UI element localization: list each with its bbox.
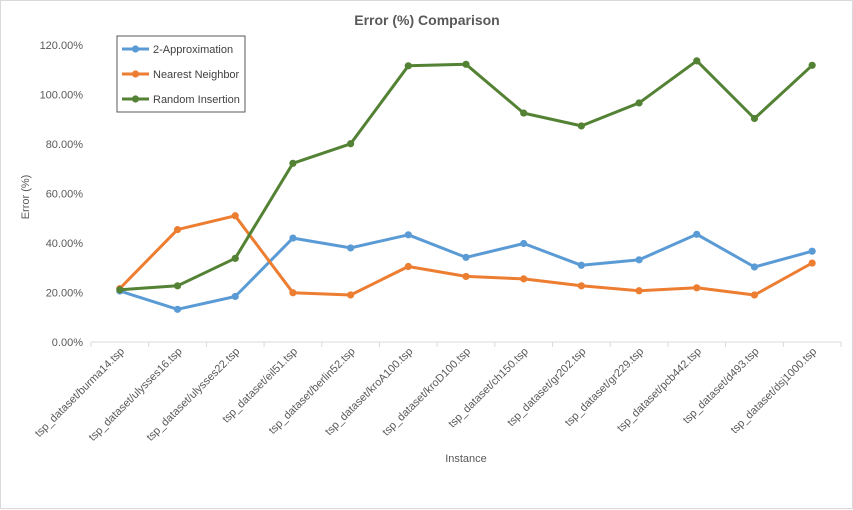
- y-axis-ticks: 0.00% 20.00% 40.00% 60.00% 80.00% 100.00% 120.…: [40, 40, 84, 349]
- data-point: [577, 122, 585, 130]
- legend-label: Random Insertion: [153, 94, 240, 106]
- data-point: [520, 275, 528, 283]
- data-point: [635, 287, 643, 295]
- data-point: [750, 291, 759, 299]
- data-point: [635, 256, 643, 264]
- x-axis-title: Instance: [445, 453, 487, 465]
- data-point: [173, 282, 182, 290]
- data-point: [808, 259, 816, 267]
- series-line: [118, 232, 814, 311]
- legend: 2-Approximation Nearest Neighbor Random In…: [116, 35, 246, 113]
- y-tick-label: 60.00%: [46, 189, 84, 201]
- data-point: [462, 253, 470, 261]
- data-point: [462, 60, 470, 68]
- data-point: [347, 244, 355, 252]
- data-point: [520, 109, 528, 117]
- y-tick-label: 120.00%: [40, 40, 84, 52]
- data-point: [231, 212, 239, 220]
- data-point: [404, 231, 412, 239]
- data-point: [750, 114, 759, 123]
- data-point: [462, 272, 470, 281]
- data-point: [808, 247, 816, 255]
- data-point: [116, 286, 124, 294]
- data-point: [347, 291, 355, 299]
- x-tick-label: tsp_dataset/ulysses22.tsp: [144, 346, 242, 444]
- chart-title: Error (%) Comparison: [354, 12, 499, 28]
- data-point: [577, 261, 585, 269]
- data-point: [231, 292, 239, 301]
- data-point: [173, 226, 182, 234]
- legend-marker: [131, 70, 140, 78]
- data-point: [577, 282, 585, 290]
- data-point: [289, 159, 297, 167]
- legend-marker: [131, 45, 140, 53]
- legend-label: Nearest Neighbor: [153, 69, 240, 81]
- legend-label: 2-Approximation: [153, 44, 233, 56]
- data-point: [231, 254, 239, 262]
- y-tick-label: 0.00%: [52, 337, 83, 349]
- x-tick-label: tsp_dataset/ulysses16.tsp: [87, 346, 185, 444]
- legend-marker: [131, 95, 140, 103]
- data-point: [404, 62, 412, 70]
- data-point: [693, 57, 701, 65]
- y-axis-title: Error (%): [20, 175, 32, 220]
- data-point: [520, 239, 528, 248]
- data-point: [808, 61, 816, 69]
- data-point: [289, 234, 297, 242]
- y-tick-label: 20.00%: [46, 288, 84, 300]
- data-point: [693, 284, 701, 292]
- series-layer: [116, 57, 816, 313]
- y-tick-label: 80.00%: [46, 139, 84, 151]
- data-point: [173, 305, 182, 313]
- data-point: [289, 289, 297, 297]
- data-point: [635, 99, 643, 107]
- data-point: [347, 140, 355, 148]
- data-point: [693, 230, 701, 238]
- y-tick-label: 40.00%: [46, 238, 84, 250]
- y-tick-label: 100.00%: [40, 90, 84, 102]
- data-point: [404, 262, 412, 271]
- x-axis-ticks: tsp_dataset/burma14.tsptsp_dataset/ulyss…: [33, 342, 842, 444]
- data-point: [750, 263, 759, 271]
